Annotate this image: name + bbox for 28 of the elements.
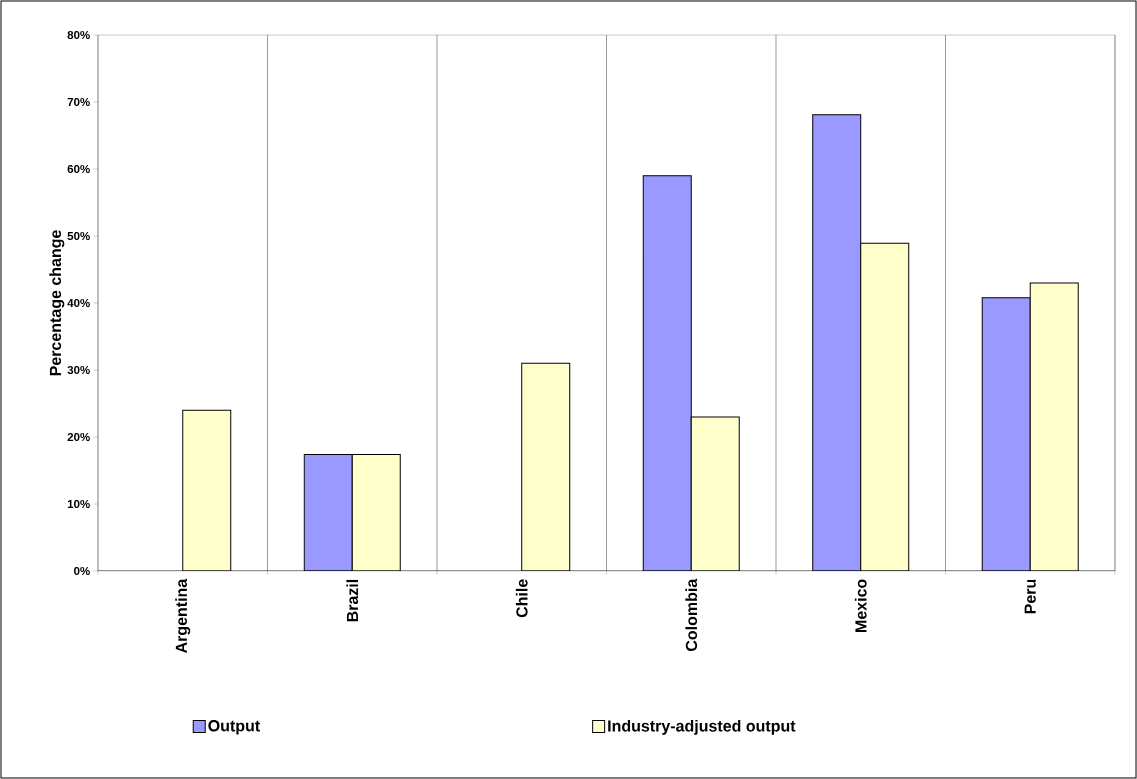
bar bbox=[352, 454, 401, 571]
x-tick-label: Colombia bbox=[685, 578, 698, 652]
legend-label: Industry-adjusted output bbox=[608, 719, 796, 735]
y-tick-label: 0% bbox=[74, 566, 90, 576]
x-tick-label: Mexico bbox=[854, 579, 867, 632]
bar bbox=[691, 416, 740, 571]
x-tick-label: Argentina bbox=[175, 578, 191, 654]
bar bbox=[1029, 282, 1079, 571]
x-tick-label: Chile bbox=[515, 579, 528, 618]
y-tick-label: 40% bbox=[67, 298, 90, 308]
x-tick-label: Peru bbox=[1024, 579, 1036, 614]
bar bbox=[182, 410, 231, 571]
x-tick-label: Brazil bbox=[346, 579, 359, 622]
y-tick-label: 80% bbox=[67, 30, 90, 40]
bar bbox=[643, 175, 692, 571]
bar bbox=[521, 363, 570, 571]
y-tick-label: 60% bbox=[67, 164, 90, 174]
y-tick-label: 20% bbox=[67, 432, 90, 442]
y-axis-title: Percentage change bbox=[49, 230, 65, 376]
bar bbox=[981, 297, 1031, 571]
y-tick-label: 10% bbox=[67, 499, 90, 509]
y-tick-label: 50% bbox=[67, 231, 90, 241]
bar bbox=[812, 114, 861, 571]
y-tick-label: 70% bbox=[67, 97, 90, 107]
legend-label: Output bbox=[208, 720, 260, 735]
bar bbox=[304, 454, 353, 571]
bar bbox=[860, 243, 909, 571]
y-tick-label: 30% bbox=[67, 365, 90, 375]
